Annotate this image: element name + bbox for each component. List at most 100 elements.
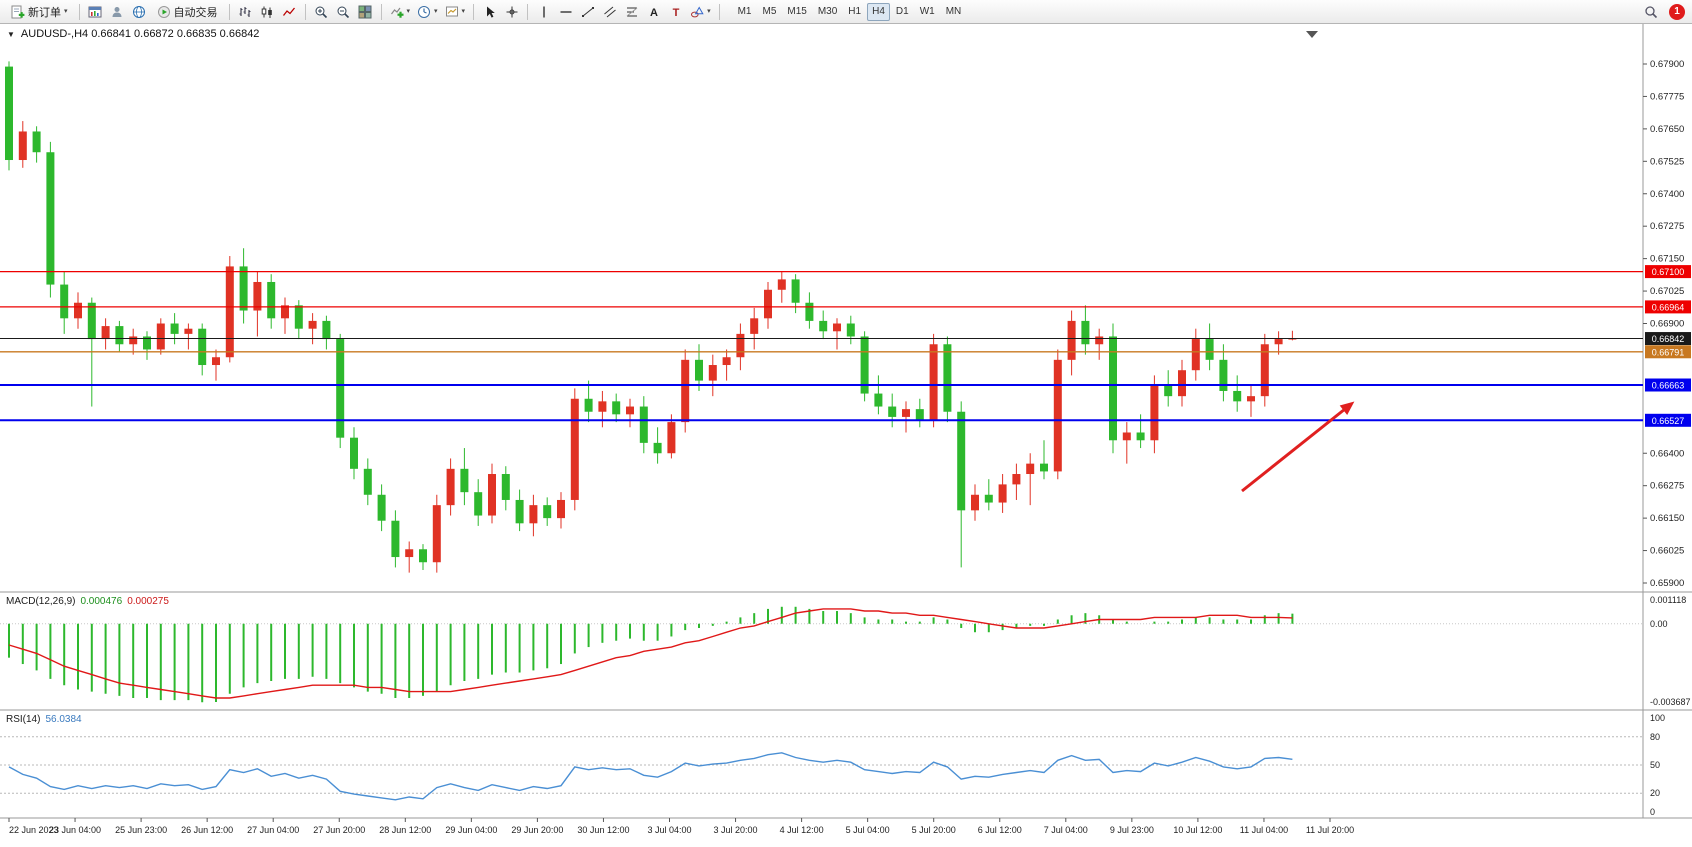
chevron-down-icon: ▾	[406, 8, 411, 15]
timeframe-button-m30[interactable]: M30	[817, 6, 838, 17]
auto-trading-button[interactable]: 自动交易	[151, 2, 224, 22]
zoom-out-button[interactable]	[333, 2, 354, 22]
open-chart-button[interactable]	[85, 2, 106, 22]
timeframe-button-m15[interactable]: M15	[787, 6, 807, 17]
market-watch-button[interactable]	[129, 2, 150, 22]
crosshair-icon	[506, 6, 518, 17]
svg-text:0.66663: 0.66663	[1652, 381, 1685, 391]
svg-text:A: A	[650, 7, 658, 19]
chart-title-text: AUDUSD-,H4 0.66841 0.66872 0.66835 0.668…	[20, 28, 260, 40]
price-line-label: 0.66791	[1645, 345, 1691, 359]
channel-button[interactable]	[599, 2, 620, 22]
new-order-button[interactable]: 新订单 ▾	[5, 2, 74, 22]
vertical-line-icon	[542, 6, 545, 17]
macd-signal-value: 0.000275	[127, 596, 169, 607]
rsi-line	[8, 752, 1293, 801]
chevron-down-icon: ▾	[707, 8, 711, 15]
horizontal-line-icon	[560, 10, 572, 13]
indicators-button[interactable]: ▾	[387, 2, 414, 22]
svg-text:0.65900: 0.65900	[1650, 578, 1684, 589]
zoom-out-icon	[337, 6, 350, 18]
rsi-value: 56.0384	[45, 714, 82, 725]
chart-shift-marker-icon[interactable]	[1306, 31, 1318, 38]
crosshair-button[interactable]	[501, 2, 522, 22]
timeframe-button-m1[interactable]: M1	[737, 6, 752, 17]
periods-button[interactable]: ▾	[414, 2, 441, 22]
macd-axis-label: -0.003687	[1650, 697, 1691, 707]
timeframe-button-mn[interactable]: MN	[945, 6, 962, 17]
rsi-name: RSI(14)	[6, 714, 41, 725]
cursor-button[interactable]	[479, 2, 500, 22]
vertical-line-button[interactable]	[533, 2, 554, 22]
timeframe-button-m5[interactable]: M5	[762, 6, 777, 17]
templates-button[interactable]: ▾	[442, 2, 469, 22]
text-button[interactable]: A	[643, 2, 664, 22]
toolbar-right: 1	[1640, 2, 1687, 22]
trendline-button[interactable]	[577, 2, 598, 22]
fibonacci-icon	[626, 7, 637, 16]
svg-text:7 Jul 04:00: 7 Jul 04:00	[1044, 825, 1088, 835]
timeframe-button-d1[interactable]: D1	[895, 6, 909, 17]
fibonacci-button[interactable]	[621, 2, 642, 22]
indicators-icon	[390, 7, 404, 18]
svg-text:T: T	[672, 7, 679, 19]
price-line-label: 0.66663	[1645, 378, 1691, 392]
line-chart-button[interactable]	[279, 2, 300, 22]
svg-text:6 Jul 12:00: 6 Jul 12:00	[978, 825, 1022, 835]
price-lines[interactable]: 0.67100 0.66964 0.66842 0.66791 0.66663 0.665…	[0, 265, 1691, 427]
rsi-axis-label: 80	[1650, 732, 1660, 742]
rsi-axis-label: 50	[1650, 760, 1660, 770]
svg-text:3 Jul 20:00: 3 Jul 20:00	[714, 825, 758, 835]
template-icon	[445, 6, 458, 16]
horizontal-line-button[interactable]	[555, 2, 576, 22]
macd-axis-label: 0.00	[1650, 619, 1668, 629]
bar-chart-button[interactable]	[235, 2, 256, 22]
shapes-icon	[691, 5, 704, 17]
text-a-icon: A	[650, 7, 658, 19]
svg-text:0.67650: 0.67650	[1650, 124, 1684, 135]
svg-text:4 Jul 12:00: 4 Jul 12:00	[780, 825, 824, 835]
timeframe-button-h1[interactable]: H1	[848, 6, 862, 17]
chevron-down-icon: ▾	[461, 8, 466, 15]
new-order-label: 新订单	[28, 6, 61, 19]
rsi-label: RSI(14) 56.0384	[6, 714, 82, 725]
zoom-in-button[interactable]	[311, 2, 332, 22]
tile-windows-button[interactable]	[355, 2, 376, 22]
timeframe-button-w1[interactable]: W1	[919, 6, 935, 17]
svg-text:29 Jun 20:00: 29 Jun 20:00	[511, 825, 563, 835]
macd-axis-label: 0.001118	[1650, 595, 1686, 605]
symbol-dropdown-icon[interactable]: ▼	[7, 30, 15, 39]
candlestick-series	[5, 61, 1297, 573]
svg-text:11 Jul 04:00: 11 Jul 04:00	[1240, 825, 1288, 835]
svg-text:0.66150: 0.66150	[1650, 513, 1684, 524]
svg-text:27 Jun 04:00: 27 Jun 04:00	[247, 825, 299, 835]
macd-main-value: 0.000476	[80, 596, 123, 607]
svg-text:0.66527: 0.66527	[1652, 416, 1685, 426]
profile-icon	[112, 6, 122, 17]
arrow-annotation[interactable]	[1241, 397, 1358, 493]
toolbar-separator	[304, 3, 306, 20]
svg-text:0.67400: 0.67400	[1650, 189, 1684, 200]
chart-window-icon	[88, 6, 102, 17]
timeframe-button-h4[interactable]: H4	[867, 2, 890, 21]
chevron-down-icon: ▾	[64, 8, 68, 15]
price-line-label: 0.66527	[1645, 413, 1691, 427]
notification-badge[interactable]: 1	[1669, 3, 1685, 20]
autotrade-play-icon	[157, 5, 170, 18]
svg-text:9 Jul 23:00: 9 Jul 23:00	[1110, 825, 1154, 835]
profiles-button[interactable]	[107, 2, 128, 22]
candlestick-chart-button[interactable]	[257, 2, 278, 22]
label-button[interactable]: T	[665, 2, 686, 22]
toolbar-separator	[527, 3, 529, 20]
svg-text:10 Jul 12:00: 10 Jul 12:00	[1173, 825, 1222, 835]
svg-text:0.67525: 0.67525	[1650, 156, 1684, 167]
toolbar-separator	[380, 3, 382, 20]
shapes-button[interactable]: ▾	[687, 2, 714, 22]
svg-text:0.67275: 0.67275	[1650, 221, 1684, 232]
channel-icon	[603, 6, 616, 17]
svg-text:0.67900: 0.67900	[1650, 59, 1684, 70]
search-button[interactable]	[1640, 2, 1661, 22]
macd-histogram	[8, 606, 1294, 703]
